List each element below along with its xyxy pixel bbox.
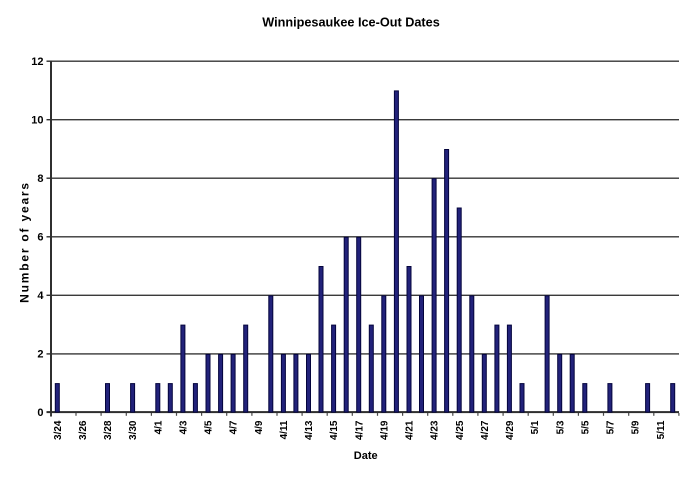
svg-text:5/3: 5/3	[555, 420, 566, 434]
svg-text:3/24: 3/24	[53, 420, 64, 440]
svg-text:4/29: 4/29	[505, 420, 516, 440]
svg-text:4/21: 4/21	[405, 420, 416, 440]
svg-text:4/27: 4/27	[480, 420, 491, 440]
svg-text:Number of years: Number of years	[18, 181, 32, 303]
svg-text:10: 10	[31, 114, 43, 126]
svg-text:4/5: 4/5	[204, 420, 215, 434]
svg-text:6: 6	[37, 232, 43, 244]
svg-text:4/13: 4/13	[304, 420, 315, 440]
svg-text:3/26: 3/26	[78, 420, 89, 440]
svg-text:5/7: 5/7	[606, 420, 617, 434]
svg-text:2: 2	[37, 349, 43, 361]
svg-text:4/23: 4/23	[430, 420, 441, 440]
svg-text:4/25: 4/25	[455, 420, 466, 440]
svg-text:5/1: 5/1	[530, 420, 541, 434]
svg-text:5/11: 5/11	[656, 420, 667, 439]
svg-text:4: 4	[37, 290, 44, 302]
svg-text:4/19: 4/19	[379, 420, 390, 440]
svg-text:Winnipesaukee Ice-Out Dates: Winnipesaukee Ice-Out Dates	[262, 16, 440, 30]
svg-text:5/5: 5/5	[580, 420, 591, 434]
svg-text:4/15: 4/15	[329, 420, 340, 440]
svg-text:4/17: 4/17	[354, 420, 365, 440]
svg-text:8: 8	[37, 173, 43, 185]
svg-text:0: 0	[37, 407, 43, 419]
svg-text:12: 12	[31, 56, 43, 68]
svg-text:4/7: 4/7	[229, 420, 240, 434]
svg-text:4/11: 4/11	[279, 420, 290, 439]
svg-text:3/30: 3/30	[128, 420, 139, 440]
svg-text:4/3: 4/3	[179, 420, 190, 434]
svg-text:4/9: 4/9	[254, 420, 265, 434]
svg-text:Date: Date	[354, 450, 378, 462]
svg-text:3/28: 3/28	[103, 420, 114, 440]
svg-text:4/1: 4/1	[153, 420, 164, 434]
svg-text:5/9: 5/9	[631, 420, 642, 434]
